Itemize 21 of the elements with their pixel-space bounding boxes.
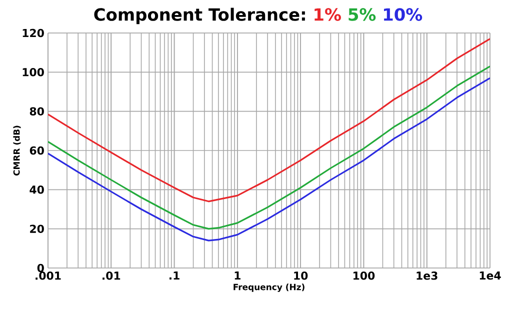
x-tick-label: 1e4 (480, 272, 501, 280)
text: 1% (314, 8, 341, 21)
x-tick-label: 10 (294, 272, 308, 280)
text: 5% (348, 8, 376, 21)
x-tick-label: 1e3 (416, 272, 438, 280)
y-tick-label: 100 (22, 68, 44, 76)
y-tick-label: 20 (30, 224, 44, 233)
y-axis-title: CMRR (dB) (13, 126, 21, 176)
y-tick-label: 40 (30, 186, 44, 194)
y-tick-label: 120 (22, 28, 44, 38)
x-tick-label: 100 (354, 272, 375, 280)
y-tick-label: 0 (37, 264, 44, 272)
y-tick-label: 80 (30, 107, 44, 116)
x-tick-label: .01 (102, 272, 120, 280)
text: 10% (384, 8, 422, 21)
x-axis-title: Frequency (Hz) (234, 284, 304, 292)
x-tick-label: .1 (170, 272, 180, 280)
x-tick-label: .001 (36, 272, 61, 280)
x-tick-label: 1 (234, 272, 240, 280)
y-tick-label: 60 (30, 146, 44, 155)
chart-title: Component Tolerance: (94, 8, 305, 24)
